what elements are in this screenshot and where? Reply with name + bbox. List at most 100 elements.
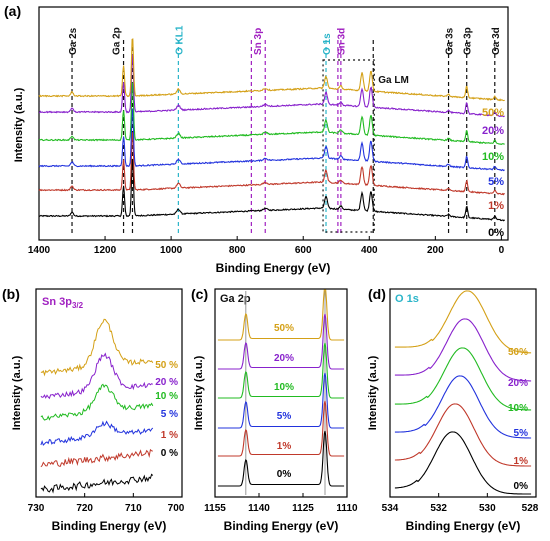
x-tick-label: 1200 [94,245,117,256]
series-label: 50% [508,347,528,358]
series-label: 1% [514,456,529,467]
series-label: 0% [514,481,529,492]
x-tick-label: 800 [229,245,246,256]
panel-d-frame [389,288,537,498]
series-line-20pct [394,318,532,382]
series-label: 20% [508,378,528,389]
panel-b-xlabel: Binding Energy (eV) [52,519,167,533]
panel-c-series-labels: 0% 1% 5% 10% 20% 50% [274,323,294,480]
series-line-0pct [40,473,154,494]
series-line-0pct [217,430,345,487]
series-line-10pct [38,81,505,146]
panel-a-series [38,38,506,222]
series-label: 10% [508,403,528,414]
panel-a-xlabel: Binding Energy (eV) [216,261,331,275]
panel-d-x-ticks: 534 532 530 528 [382,493,539,514]
peak-label: Sn 3p [253,28,264,55]
series-label: 20 % [155,377,178,388]
panel-d-title: O 1s [395,293,419,305]
x-tick-label: 1110 [336,503,358,514]
panel-d-xlabel: Binding Energy (eV) [406,519,521,533]
series-label: 5% [488,176,504,188]
panel-a-peak-lines [71,40,496,236]
panel-c-guides [245,291,326,495]
peak-label: Ga 3d [491,27,502,55]
panel-b-x-ticks: 730 720 710 700 [28,493,185,514]
x-tick-label: 710 [125,503,142,514]
series-line-20pct [38,53,505,118]
series-label: 10 % [155,391,178,402]
panel-a-x-ticks: 1400 1200 1000 800 600 400 200 0 [28,236,505,256]
series-line-20pct [217,313,345,370]
panel-b: (b) Sn 3p3/2 0 % 1 % 5 % 10 % 20 % 50 % 730 72… [2,286,185,533]
panel-c-x-ticks: 1155 1140 1125 1110 [204,493,358,514]
peak-label: O 1s [322,33,333,55]
panel-d-ylabel: Intensity (a.u.) [367,355,379,430]
series-label: 5% [277,411,292,422]
x-tick-label: 534 [382,503,399,514]
series-line-5pct [38,107,505,172]
panel-b-letter: (b) [2,286,20,302]
x-tick-label: 720 [76,503,93,514]
panel-c-frame [214,288,348,498]
panel-a-ylabel: Intensity (a.u.) [13,87,25,162]
x-tick-label: 200 [427,245,444,256]
ga-lm-box [322,59,375,233]
panel-c-ylabel: Intensity (a.u.) [193,355,205,430]
series-line-1pct [40,448,153,468]
series-label: 1% [277,441,292,452]
series-label: 10% [482,151,504,163]
panel-c: (c) Ga 2p 0%1%5%10%20%50% 1155 1140 1125 11… [191,286,358,533]
series-line-50pct [38,38,505,102]
series-line-10pct [40,383,154,421]
x-tick-label: 1000 [160,245,183,256]
series-label: 0% [277,469,292,480]
panel-c-letter: (c) [191,286,208,302]
peak-label: Ga 3s [445,27,456,55]
panel-b-title: Sn 3p3/2 [42,296,84,310]
series-line-50pct [217,289,345,341]
series-line-1pct [217,400,345,457]
series-label: 10% [274,382,294,393]
series-line-5pct [217,372,345,429]
panel-a-series-labels: 0% 1% 5% 10% 20% 50% [482,107,504,239]
series-label: 0% [488,227,504,239]
panel-b-series-labels: 0 % 1 % 5 % 10 % 20 % 50 % [155,360,178,459]
series-label: 1 % [161,430,178,441]
x-tick-label: 532 [430,503,447,514]
x-tick-label: 700 [168,503,185,514]
x-tick-label: 1125 [292,503,314,514]
panel-a-peak-labels: Ga 2s Ga 2p O KL1 Sn 3p O 1s Sn 3d Ga LM Ga 3s G… [68,25,502,86]
x-tick-label: 1155 [204,503,226,514]
peak-label: Ga 3p [463,27,474,55]
x-tick-label: 730 [28,503,45,514]
series-line-0pct [394,431,532,495]
x-tick-label: 600 [295,245,312,256]
panel-b-series [40,318,154,494]
panel-d-letter: (d) [368,286,386,302]
series-line-10pct [217,342,345,399]
x-tick-label: 528 [522,503,539,514]
series-label: 50 % [155,360,178,371]
peak-label: O KL1 [174,25,185,55]
peak-label: Ga 2s [68,27,79,55]
panel-d-series-labels: 0% 1% 5% 10% 20% 50% [508,347,528,492]
series-line-50pct [40,318,154,377]
series-line-10pct [394,347,532,411]
panel-d-series [394,290,532,495]
series-line-0pct [38,158,505,222]
panel-c-series [217,289,345,487]
panel-b-ylabel: Intensity (a.u.) [11,355,23,430]
panel-b-frame [35,288,183,498]
x-tick-label: 530 [479,503,496,514]
panel-c-xlabel: Binding Energy (eV) [224,519,339,533]
series-line-50pct [394,290,532,354]
series-label: 20% [482,125,504,137]
x-tick-label: 400 [361,245,378,256]
peak-label: Ga 2p [112,27,123,55]
series-label: 1% [488,200,504,212]
panel-a-frame [38,6,509,241]
series-label: 5 % [161,409,178,420]
